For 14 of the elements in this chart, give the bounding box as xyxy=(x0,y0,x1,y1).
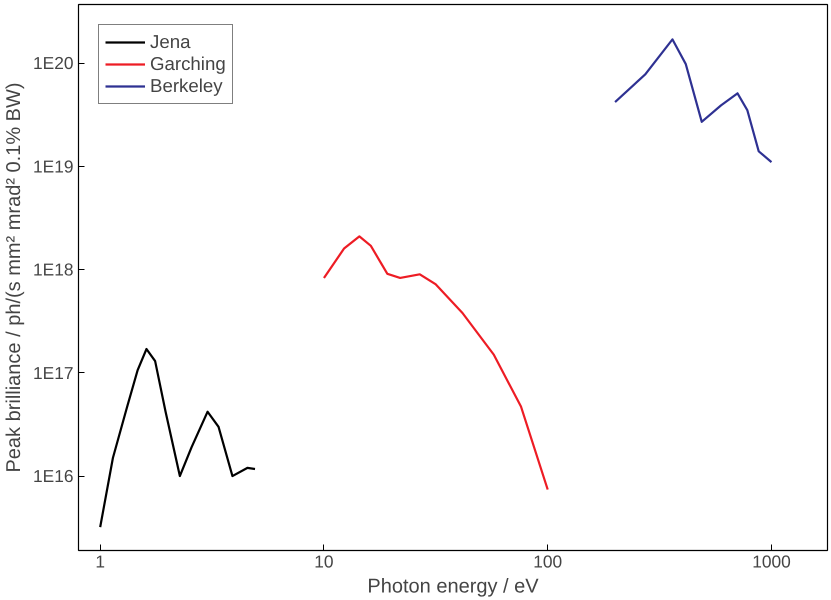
y-tick-label: 1E20 xyxy=(33,53,74,74)
y-axis-title: Peak brilliance / ph/(s mm² mrad² 0.1% BW) xyxy=(3,82,26,473)
y-tick-label: 1E17 xyxy=(33,362,74,383)
y-tick-label: 1E16 xyxy=(33,466,74,486)
x-tick-label: 10 xyxy=(314,552,334,572)
legend-label: Jena xyxy=(150,31,190,53)
x-tick-label: 1000 xyxy=(752,552,791,572)
x-tick-label: 100 xyxy=(533,552,562,572)
y-tick-label: 1E19 xyxy=(33,156,74,176)
x-axis-title: Photon energy / eV xyxy=(367,576,540,598)
x-tick-label: 1 xyxy=(95,552,106,572)
legend-label: Garching xyxy=(150,53,226,75)
y-tick-label: 1E18 xyxy=(33,260,74,280)
legend-label: Berkeley xyxy=(150,75,223,97)
